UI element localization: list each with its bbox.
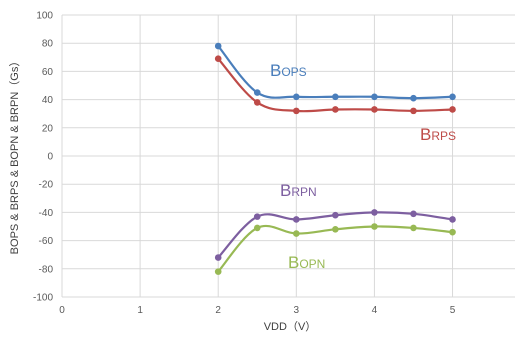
data-point-bops bbox=[253, 89, 261, 96]
series-line-brpn bbox=[217, 211, 453, 259]
data-point-brpn bbox=[410, 210, 417, 218]
data-point-bopn bbox=[214, 268, 222, 275]
y-tick-labels: 100 80 60 40 20 0 -20 -40 -60 -80 -100 bbox=[33, 11, 53, 304]
data-point-brps bbox=[410, 107, 417, 115]
y-tick-label: 80 bbox=[42, 39, 54, 50]
data-point-brps bbox=[449, 106, 456, 113]
gridlines bbox=[61, 14, 515, 298]
y-tick-label: 60 bbox=[42, 67, 54, 78]
y-tick-label: -40 bbox=[39, 208, 54, 219]
data-point-bops bbox=[214, 42, 222, 50]
data-point-bopn bbox=[371, 223, 378, 230]
y-tick-label: 0 bbox=[47, 152, 53, 163]
y-tick-label: -60 bbox=[39, 236, 54, 247]
series-lines bbox=[214, 42, 456, 275]
x-tick-label: 0 bbox=[59, 305, 65, 316]
series-label-bopn: BOPN bbox=[288, 253, 325, 272]
x-tick-labels: 0 1 2 3 4 5 bbox=[59, 305, 456, 316]
data-point-brpn bbox=[449, 216, 456, 223]
y-tick-label: 40 bbox=[42, 95, 54, 106]
data-point-bopn bbox=[410, 224, 417, 232]
data-point-bops bbox=[332, 93, 339, 101]
data-point-brpn bbox=[332, 211, 339, 219]
x-tick-label: 3 bbox=[294, 305, 300, 316]
data-point-bopn bbox=[253, 224, 261, 232]
y-axis-title: BOPS & BRPS & BOPN & BRPN（Gs） bbox=[8, 56, 21, 255]
data-point-brps bbox=[214, 55, 222, 63]
series-label-brpn: BRPN bbox=[280, 181, 317, 200]
y-tick-label: 100 bbox=[36, 11, 53, 22]
series-label-brps: BRPS bbox=[420, 125, 456, 144]
series-line-brps bbox=[217, 57, 453, 113]
y-tick-label: 20 bbox=[42, 123, 54, 134]
data-point-brpn bbox=[371, 209, 378, 216]
x-tick-label: 4 bbox=[372, 305, 378, 316]
series-line-bops bbox=[217, 45, 453, 100]
data-point-brpn bbox=[253, 213, 261, 220]
y-tick-label: -20 bbox=[39, 180, 54, 191]
x-tick-label: 5 bbox=[450, 305, 456, 316]
data-point-bops bbox=[449, 93, 456, 101]
data-point-bops bbox=[371, 93, 378, 101]
data-point-brps bbox=[253, 99, 261, 106]
data-point-brps bbox=[371, 106, 378, 113]
data-point-bops bbox=[410, 94, 417, 102]
data-point-brpn bbox=[293, 216, 300, 223]
data-point-brpn bbox=[214, 254, 222, 261]
data-point-bopn bbox=[332, 226, 339, 233]
x-axis-title: VDD（V） bbox=[264, 320, 317, 333]
data-point-bops bbox=[293, 93, 300, 101]
data-point-brps bbox=[293, 107, 300, 115]
x-tick-label: 1 bbox=[137, 305, 143, 316]
y-tick-label: -80 bbox=[39, 264, 54, 275]
data-point-brps bbox=[332, 106, 339, 113]
data-point-bopn bbox=[293, 230, 300, 237]
series-line-bopn bbox=[217, 224, 453, 273]
data-point-bopn bbox=[449, 228, 456, 236]
x-tick-label: 2 bbox=[215, 305, 221, 316]
y-tick-label: -100 bbox=[33, 293, 53, 304]
series-label-bops: BOPS bbox=[270, 61, 307, 80]
